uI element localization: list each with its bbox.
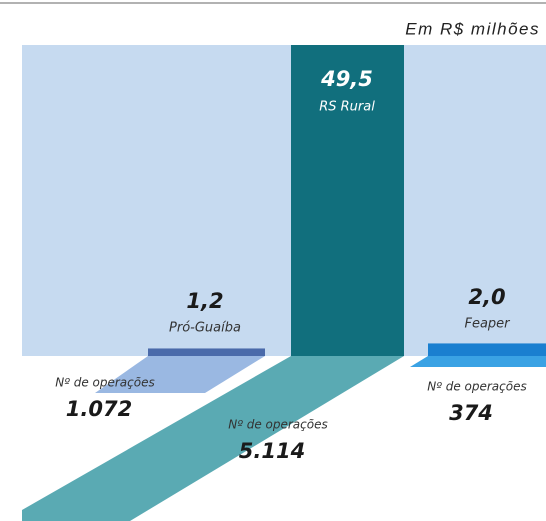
value-label: 2,0 <box>468 285 505 309</box>
bar <box>291 45 404 356</box>
bar-shadow <box>95 356 265 393</box>
bar <box>148 348 265 356</box>
bar-shadow <box>22 356 404 521</box>
operations-value: 1.072 <box>66 397 132 421</box>
operations-label: Nº de operações <box>55 376 154 390</box>
bar <box>428 343 546 356</box>
value-label: 49,5 <box>320 67 373 91</box>
operations-value: 374 <box>449 401 493 425</box>
operations-label: Nº de operações <box>427 380 526 394</box>
category-label: Pró-Guaíba <box>169 321 241 336</box>
category-label: RS Rural <box>319 100 375 115</box>
subtitle: Em R$ milhões <box>405 19 540 38</box>
value-label: 1,2 <box>186 289 223 313</box>
operations-label: Nº de operações <box>228 418 327 432</box>
operations-value: 5.114 <box>239 439 305 463</box>
bar-shadow <box>410 356 546 367</box>
background-panel <box>22 45 546 356</box>
category-label: Feaper <box>464 317 511 332</box>
